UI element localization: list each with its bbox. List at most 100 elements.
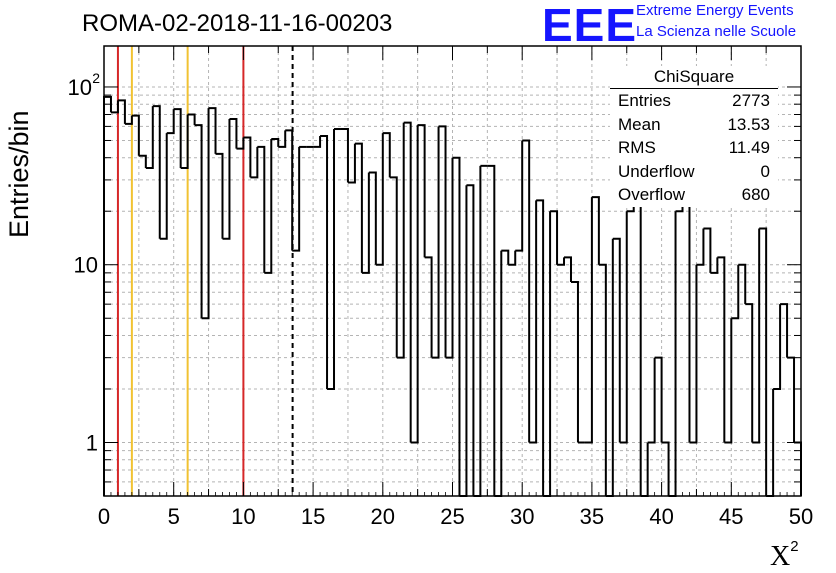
- histogram-bin: [591, 196, 600, 265]
- histogram-bin: [452, 156, 461, 496]
- eee-logo: EEE: [542, 0, 638, 51]
- histogram-bin: [229, 118, 238, 149]
- stats-label: Mean: [618, 114, 661, 134]
- histogram-bin: [619, 211, 628, 444]
- histogram-bin: [759, 227, 768, 496]
- histogram-bin: [361, 172, 370, 274]
- histogram-bin: [529, 200, 538, 444]
- stats-value: 13.53: [727, 114, 770, 134]
- histogram-bin: [752, 228, 761, 444]
- histogram-bin: [703, 227, 712, 273]
- histogram-bin: [647, 357, 656, 444]
- stats-label: RMS: [618, 138, 656, 157]
- x-tick-label: 40: [649, 504, 673, 529]
- histogram-bin: [278, 130, 287, 148]
- y-tick-label: 10: [68, 75, 92, 100]
- histogram-bin: [145, 106, 154, 170]
- histogram-bin: [584, 197, 593, 444]
- y-axis-label: Entries/bin: [4, 110, 34, 238]
- histogram-bin: [710, 257, 719, 274]
- histogram-bin: [138, 154, 147, 169]
- histogram-bin: [696, 228, 705, 266]
- histogram-bin: [375, 133, 384, 266]
- histogram-bin: [159, 133, 168, 240]
- histogram-bin: [201, 108, 210, 320]
- histogram-bin: [724, 318, 733, 444]
- histogram-bin: [410, 125, 419, 444]
- histogram-bin: [661, 441, 670, 496]
- histogram-bin: [250, 146, 259, 179]
- histogram-bin: [473, 165, 482, 497]
- histogram-bin: [347, 143, 356, 184]
- stats-value: 0: [760, 161, 770, 181]
- histogram-bin: [787, 356, 796, 443]
- x-axis-label: X2: [770, 538, 799, 573]
- stats-label: Overflow: [618, 185, 686, 204]
- histogram-bin: [773, 304, 782, 390]
- histogram-bin: [689, 264, 698, 444]
- x-tick-label: 30: [510, 504, 534, 529]
- x-tick-label: 45: [719, 504, 743, 529]
- histogram-bin: [550, 210, 559, 265]
- histogram-bin: [389, 176, 398, 358]
- histogram-bin: [180, 114, 189, 170]
- stats-box-title: ChiSquare: [610, 66, 778, 89]
- stats-row-rms: RMS 11.49: [610, 136, 778, 160]
- x-tick-label: 20: [371, 504, 395, 529]
- stats-row-underflow: Underflow 0: [610, 160, 778, 184]
- histogram-bin: [166, 109, 175, 135]
- stats-label: Underflow: [618, 161, 695, 181]
- x-tick-label: 10: [231, 504, 255, 529]
- stats-value: 11.49: [728, 138, 770, 157]
- histogram-bin: [564, 256, 572, 282]
- histogram-bin: [738, 263, 747, 305]
- histogram-bin: [668, 211, 677, 497]
- histogram-bin: [340, 128, 349, 183]
- histogram-bin: [222, 119, 231, 240]
- histogram-bin: [382, 132, 391, 178]
- stats-value: 2773: [732, 91, 770, 110]
- histogram-bin: [117, 99, 126, 124]
- histogram-bin: [124, 115, 133, 125]
- histogram-bin: [215, 152, 224, 239]
- histogram-bin: [194, 124, 203, 319]
- histogram-bin: [717, 256, 726, 443]
- histogram-bin: [570, 280, 579, 443]
- histogram-bin: [536, 199, 545, 496]
- histogram-bin: [445, 157, 454, 359]
- histogram-bin: [745, 303, 754, 443]
- histogram-bin: [431, 126, 440, 359]
- histogram-bin: [396, 122, 405, 359]
- histogram-bin: [208, 107, 217, 154]
- histogram-bin: [103, 95, 112, 496]
- histogram-bin: [654, 356, 663, 443]
- histogram-bin: [612, 237, 621, 443]
- x-tick-label: 0: [98, 504, 110, 529]
- x-tick-label: 25: [440, 504, 464, 529]
- histogram-bin: [459, 185, 468, 497]
- y-tick-label: 10: [74, 253, 98, 278]
- histogram-bin: [236, 137, 245, 150]
- histogram-bin: [187, 113, 196, 126]
- stats-row-mean: Mean 13.53: [610, 113, 778, 137]
- histogram-bin: [403, 121, 412, 443]
- stats-box: ChiSquare Entries 2773 Mean 13.53 RMS 11…: [610, 66, 778, 207]
- histogram-bin: [417, 124, 426, 258]
- histogram-bin: [508, 250, 517, 266]
- x-tick-label: 5: [168, 504, 180, 529]
- marker-lines: [116, 46, 294, 496]
- histogram-bin: [487, 164, 496, 496]
- histogram-bin: [633, 202, 642, 496]
- histogram-bin: [605, 238, 614, 497]
- histogram-bin: [682, 199, 691, 443]
- histogram-bin: [501, 249, 510, 265]
- histogram-bin: [731, 264, 740, 320]
- x-axis-label-superscript: 2: [790, 538, 799, 555]
- y-tick-label: 1: [86, 430, 98, 455]
- histogram-bin: [264, 138, 273, 274]
- histogram-bin: [271, 137, 280, 147]
- histogram-bin: [557, 257, 566, 266]
- histogram-bin: [522, 139, 531, 443]
- histogram-bin: [494, 250, 503, 497]
